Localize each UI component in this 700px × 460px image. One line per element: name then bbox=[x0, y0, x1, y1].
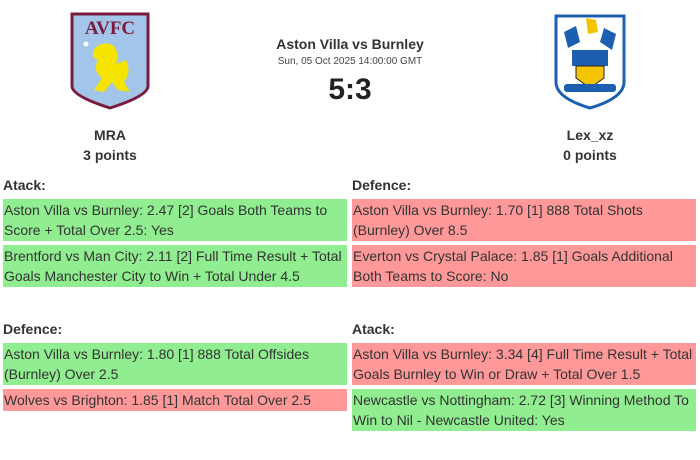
home-team: AVFC MRA 3 points bbox=[50, 12, 170, 165]
away-team: Lex_xz 0 points bbox=[530, 12, 650, 165]
bet-item: Newcastle vs Nottingham: 2.72 [3] Winnin… bbox=[352, 389, 696, 431]
bet-item: Brentford vs Man City: 2.11 [2] Full Tim… bbox=[3, 245, 347, 287]
away-defence-section: Defence: Aston Villa vs Burnley: 1.70 [1… bbox=[352, 177, 696, 291]
bet-item: Aston Villa vs Burnley: 1.70 [1] 888 Tot… bbox=[352, 199, 696, 241]
section-title: Defence: bbox=[3, 321, 63, 337]
section-title: Defence: bbox=[352, 177, 412, 193]
match-date: Sun, 05 Oct 2025 14:00:00 GMT bbox=[277, 56, 423, 67]
away-points: 0 points bbox=[563, 147, 617, 163]
bet-item: Aston Villa vs Burnley: 1.80 [1] 888 Tot… bbox=[3, 343, 347, 385]
match-title: Aston Villa vs Burnley bbox=[276, 36, 424, 52]
huddersfield-town-crest-icon bbox=[554, 14, 626, 110]
bet-item: Everton vs Crystal Palace: 1.85 [1] Goal… bbox=[352, 245, 696, 287]
match-score: 5:3 bbox=[328, 73, 372, 106]
away-attack-section: Atack: Aston Villa vs Burnley: 3.34 [4] … bbox=[352, 321, 696, 435]
bet-item: Aston Villa vs Burnley: 2.47 [2] Goals B… bbox=[3, 199, 347, 241]
bet-item: Aston Villa vs Burnley: 3.34 [4] Full Ti… bbox=[352, 343, 696, 385]
home-player-name: MRA bbox=[94, 127, 126, 143]
home-defence-section: Defence: Aston Villa vs Burnley: 1.80 [1… bbox=[3, 321, 347, 415]
section-title: Atack: bbox=[3, 177, 46, 193]
away-player-name: Lex_xz bbox=[566, 127, 614, 143]
aston-villa-crest-icon: AVFC bbox=[70, 12, 150, 110]
bet-item: Wolves vs Brighton: 1.85 [1] Match Total… bbox=[3, 389, 347, 411]
match-info: Aston Villa vs Burnley Sun, 05 Oct 2025 … bbox=[200, 36, 500, 107]
section-title: Atack: bbox=[352, 321, 395, 337]
home-points: 3 points bbox=[83, 147, 137, 163]
svg-text:AVFC: AVFC bbox=[85, 18, 135, 39]
home-attack-section: Atack: Aston Villa vs Burnley: 2.47 [2] … bbox=[3, 177, 347, 291]
